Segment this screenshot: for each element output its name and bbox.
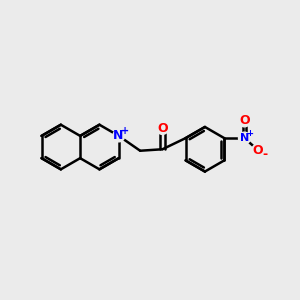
Circle shape — [252, 144, 264, 156]
Circle shape — [238, 132, 250, 144]
Text: +: + — [121, 126, 129, 136]
Text: O: O — [239, 114, 250, 128]
Text: O: O — [253, 143, 263, 157]
Text: O: O — [157, 122, 168, 135]
Circle shape — [238, 115, 250, 127]
Circle shape — [113, 130, 125, 142]
Text: -: - — [263, 148, 268, 161]
Text: +: + — [246, 130, 253, 139]
Text: N: N — [240, 133, 249, 143]
Text: N: N — [113, 129, 123, 142]
Circle shape — [157, 122, 168, 134]
